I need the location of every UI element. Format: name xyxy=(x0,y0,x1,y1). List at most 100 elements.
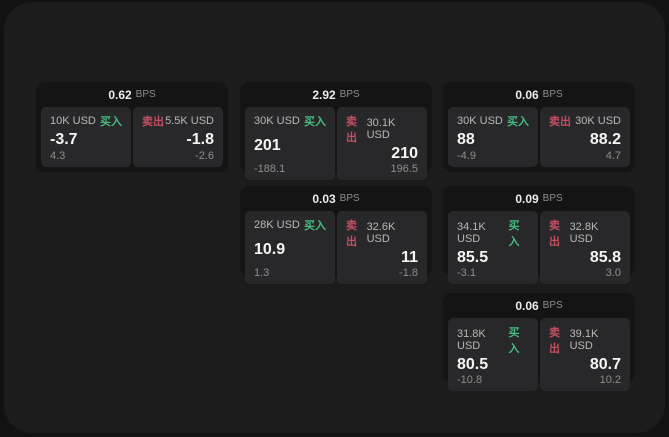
card-header: 0.06 BPS xyxy=(443,82,635,107)
card-header: 0.62 BPS xyxy=(36,82,228,107)
bps-unit-label: BPS xyxy=(542,300,563,311)
bps-value: 0.09 xyxy=(515,191,539,206)
buy-tile-header: 31.8K USD 买入 xyxy=(457,324,529,356)
quotes-panel: 0.62 BPS 10K USD 买入 -3.7 4.3 卖出 5.5K USD… xyxy=(4,2,665,433)
bps-unit-label: BPS xyxy=(339,193,360,204)
buy-price: 85.5 xyxy=(457,249,489,266)
bps-value: 0.62 xyxy=(108,87,132,102)
quote-card: 2.92 BPS 30K USD 买入 201 -188.1 卖出 30.1K … xyxy=(240,82,432,180)
buy-tile[interactable]: 28K USD 买入 10.9 1.3 xyxy=(245,211,335,284)
sell-size-label: 32.6K USD xyxy=(366,221,396,245)
buy-tile-header: 28K USD 买入 xyxy=(254,217,326,233)
sell-tile[interactable]: 卖出 32.6K USD 11 -1.8 xyxy=(337,211,427,284)
bps-value: 2.92 xyxy=(312,87,336,102)
buy-size-label: 30K USD xyxy=(254,115,300,127)
buy-price: 201 xyxy=(254,137,281,154)
card-body: 31.8K USD 买入 80.5 -10.8 卖出 39.1K USD 80.… xyxy=(443,318,635,396)
buy-size-label: 10K USD xyxy=(50,115,96,127)
sell-price: 85.8 xyxy=(589,249,621,266)
quote-card: 0.09 BPS 34.1K USD 买入 85.5 -3.1 卖出 32.8K… xyxy=(443,186,635,284)
sell-delta: 10.2 xyxy=(599,374,621,386)
buy-delta: -4.9 xyxy=(457,150,476,162)
sell-tile[interactable]: 卖出 5.5K USD -1.8 -2.6 xyxy=(133,107,223,167)
sell-delta: 3.0 xyxy=(605,267,621,279)
sell-size-label: 30K USD xyxy=(575,115,621,127)
buy-price: 80.5 xyxy=(457,356,489,373)
card-body: 34.1K USD 买入 85.5 -3.1 卖出 32.8K USD 85.8… xyxy=(443,211,635,289)
buy-size-label: 31.8K USD xyxy=(457,328,486,352)
card-header: 0.06 BPS xyxy=(443,293,635,318)
card-body: 30K USD 买入 88 -4.9 卖出 30K USD 88.2 4.7 xyxy=(443,107,635,172)
buy-side-label: 买入 xyxy=(304,220,326,232)
sell-tile-header: 卖出 30.1K USD xyxy=(346,113,418,145)
card-body: 28K USD 买入 10.9 1.3 卖出 32.6K USD 11 -1.8 xyxy=(240,211,432,289)
buy-tile-header: 30K USD 买入 xyxy=(457,113,529,129)
buy-delta: -10.8 xyxy=(457,374,483,386)
buy-tile[interactable]: 30K USD 买入 88 -4.9 xyxy=(448,107,538,167)
sell-side-label: 卖出 xyxy=(549,220,560,248)
buy-side-label: 买入 xyxy=(508,327,520,355)
card-body: 30K USD 买入 201 -188.1 卖出 30.1K USD 210 1… xyxy=(240,107,432,185)
sell-price: 210 xyxy=(391,145,418,162)
card-header: 2.92 BPS xyxy=(240,82,432,107)
sell-size-label: 39.1K USD xyxy=(569,328,599,352)
sell-tile[interactable]: 卖出 32.8K USD 85.8 3.0 xyxy=(540,211,630,284)
bps-value: 0.03 xyxy=(312,191,336,206)
buy-side-label: 买入 xyxy=(507,116,529,128)
buy-tile-header: 10K USD 买入 xyxy=(50,113,122,129)
quote-card: 0.62 BPS 10K USD 买入 -3.7 4.3 卖出 5.5K USD… xyxy=(36,82,228,172)
sell-tile[interactable]: 卖出 30K USD 88.2 4.7 xyxy=(540,107,630,167)
buy-tile[interactable]: 31.8K USD 买入 80.5 -10.8 xyxy=(448,318,538,391)
card-body: 10K USD 买入 -3.7 4.3 卖出 5.5K USD -1.8 -2.… xyxy=(36,107,228,172)
sell-tile-header: 卖出 30K USD xyxy=(549,113,621,129)
sell-price: 88.2 xyxy=(589,130,621,148)
buy-delta: 1.3 xyxy=(254,267,270,279)
sell-size-label: 5.5K USD xyxy=(165,115,214,127)
bps-unit-label: BPS xyxy=(542,193,563,204)
sell-delta: -1.8 xyxy=(399,267,418,279)
buy-tile-header: 34.1K USD 买入 xyxy=(457,217,529,249)
card-header: 0.09 BPS xyxy=(443,186,635,211)
buy-delta: 4.3 xyxy=(50,150,66,162)
bps-unit-label: BPS xyxy=(339,89,360,100)
sell-delta: -2.6 xyxy=(195,150,214,162)
card-header: 0.03 BPS xyxy=(240,186,432,211)
buy-tile[interactable]: 10K USD 买入 -3.7 4.3 xyxy=(41,107,131,167)
sell-tile-header: 卖出 32.8K USD xyxy=(549,217,621,249)
buy-side-label: 买入 xyxy=(304,116,326,128)
bps-unit-label: BPS xyxy=(542,89,563,100)
buy-size-label: 30K USD xyxy=(457,115,503,127)
sell-tile-header: 卖出 5.5K USD xyxy=(142,113,214,129)
quote-card: 0.06 BPS 31.8K USD 买入 80.5 -10.8 卖出 39.1… xyxy=(443,293,635,391)
buy-price: 88 xyxy=(457,130,475,148)
sell-delta: 196.5 xyxy=(390,163,418,175)
bps-value: 0.06 xyxy=(515,298,539,313)
sell-price: 11 xyxy=(401,249,418,266)
buy-delta: -3.1 xyxy=(457,267,476,279)
buy-size-label: 34.1K USD xyxy=(457,221,486,245)
sell-side-label: 卖出 xyxy=(142,116,164,128)
sell-tile[interactable]: 卖出 39.1K USD 80.7 10.2 xyxy=(540,318,630,391)
sell-size-label: 30.1K USD xyxy=(366,117,396,141)
buy-side-label: 买入 xyxy=(100,116,122,128)
sell-tile[interactable]: 卖出 30.1K USD 210 196.5 xyxy=(337,107,427,180)
bps-value: 0.06 xyxy=(515,87,539,102)
buy-size-label: 28K USD xyxy=(254,219,300,231)
sell-side-label: 卖出 xyxy=(346,220,357,248)
sell-price: -1.8 xyxy=(186,130,214,148)
buy-tile-header: 30K USD 买入 xyxy=(254,113,326,129)
sell-tile-header: 卖出 39.1K USD xyxy=(549,324,621,356)
quote-card: 0.06 BPS 30K USD 买入 88 -4.9 卖出 30K USD 8… xyxy=(443,82,635,172)
sell-tile-header: 卖出 32.6K USD xyxy=(346,217,418,249)
sell-side-label: 卖出 xyxy=(549,327,560,355)
quote-card: 0.03 BPS 28K USD 买入 10.9 1.3 卖出 32.6K US… xyxy=(240,186,432,284)
sell-price: 80.7 xyxy=(589,356,621,373)
buy-side-label: 买入 xyxy=(508,220,520,248)
buy-tile[interactable]: 30K USD 买入 201 -188.1 xyxy=(245,107,335,180)
buy-delta: -188.1 xyxy=(254,163,286,175)
buy-price: 10.9 xyxy=(254,241,286,258)
buy-tile[interactable]: 34.1K USD 买入 85.5 -3.1 xyxy=(448,211,538,284)
sell-side-label: 卖出 xyxy=(346,116,357,144)
buy-price: -3.7 xyxy=(50,130,78,148)
sell-delta: 4.7 xyxy=(605,150,621,162)
